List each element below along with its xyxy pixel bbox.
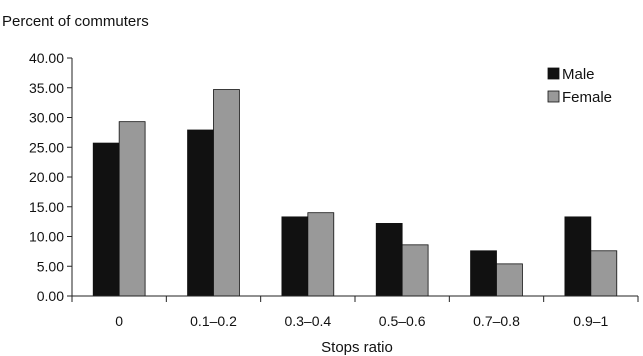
bar-female-3: [401, 244, 429, 297]
y-tick-label: 35.00: [29, 80, 64, 96]
x-axis-title: Stops ratio: [321, 339, 393, 356]
y-tick-label: 25.00: [29, 139, 64, 155]
bar-male-0: [92, 142, 120, 297]
bars: [92, 89, 618, 297]
x-tick-label: 0.3–0.4: [284, 313, 331, 329]
y-tick-label: 5.00: [37, 258, 64, 274]
x-tick-label: 0.9–1: [573, 313, 608, 329]
bar-male-5: [564, 216, 592, 297]
legend-label-male: Male: [562, 66, 595, 83]
y-tick-label: 30.00: [29, 110, 64, 126]
x-tick-label: 0.1–0.2: [190, 313, 237, 329]
legend-swatch-male: [547, 67, 560, 80]
x-tick-label: 0.7–0.8: [473, 313, 520, 329]
y-tick-label: 15.00: [29, 199, 64, 215]
legend-swatch-female: [547, 90, 560, 103]
y-axis: 0.00 5.00 10.00 15.00 20.00 25.00 30.00 35.00 40…: [29, 50, 73, 304]
bar-male-2: [281, 216, 309, 297]
y-tick-label: 40.00: [29, 50, 64, 66]
x-axis: 0 0.1–0.2 0.3–0.4 0.5–0.6 0.7–0.8 0.9–1: [71, 295, 639, 329]
y-tick-label: 10.00: [29, 229, 64, 245]
bar-female-0: [118, 121, 146, 297]
bar-female-1: [213, 89, 240, 297]
x-tick-label: 0.5–0.6: [379, 313, 426, 329]
bar-male-1: [187, 129, 214, 297]
y-tick-label: 20.00: [29, 169, 64, 185]
bar-male-4: [470, 250, 497, 297]
x-tick-label: 0: [115, 313, 123, 329]
y-axis-title: Percent of commuters: [2, 13, 149, 30]
y-tick-label: 0.00: [37, 288, 64, 304]
legend: Male Female: [547, 66, 612, 106]
bar-male-3: [375, 223, 403, 297]
bar-female-4: [496, 263, 523, 297]
bar-female-2: [307, 212, 335, 297]
bar-female-5: [590, 250, 618, 297]
legend-label-female: Female: [562, 89, 612, 106]
